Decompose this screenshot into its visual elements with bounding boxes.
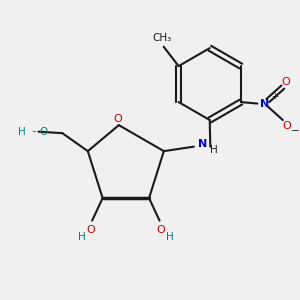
Text: O: O: [40, 127, 48, 137]
Text: −: −: [291, 125, 300, 136]
Text: CH₃: CH₃: [152, 33, 172, 43]
Text: +: +: [271, 92, 278, 101]
Text: H: H: [210, 145, 218, 155]
Text: H: H: [78, 232, 86, 242]
Text: -: -: [32, 125, 36, 138]
Text: O: O: [281, 77, 290, 87]
Text: H: H: [166, 232, 174, 242]
Text: H: H: [18, 127, 26, 137]
Text: O: O: [86, 225, 95, 235]
Text: N: N: [260, 99, 269, 109]
Text: O: O: [282, 121, 291, 131]
Text: N: N: [198, 139, 207, 149]
Text: O: O: [157, 225, 165, 235]
Text: O: O: [113, 114, 122, 124]
